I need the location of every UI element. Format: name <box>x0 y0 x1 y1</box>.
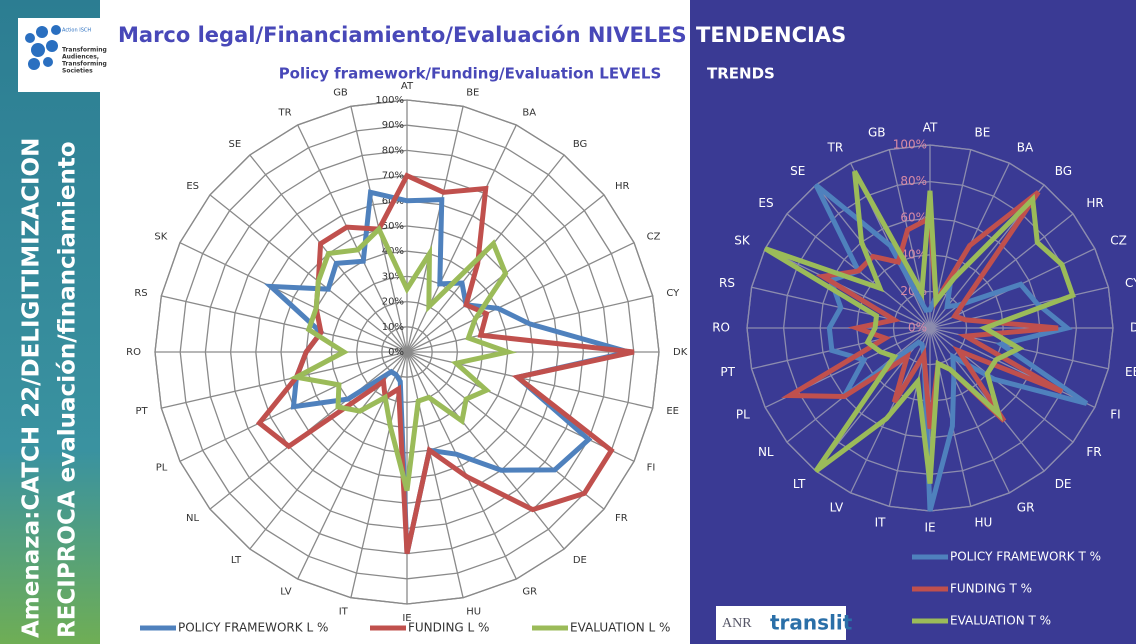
category-label: BE <box>975 126 991 140</box>
category-label: TR <box>278 107 292 118</box>
spoke <box>407 352 653 408</box>
category-label: GR <box>1017 501 1035 515</box>
category-label: CY <box>666 288 680 299</box>
y-tick-label: 80% <box>900 174 927 188</box>
category-label: IT <box>339 606 349 617</box>
category-label: PT <box>720 365 735 379</box>
category-label: NL <box>186 513 199 524</box>
side-text: Amenaza:CATCH 22/DELIGITIMIZACION <box>19 138 45 638</box>
spoke <box>161 352 407 408</box>
chart-title: TENDENCIAS <box>696 23 846 47</box>
category-label: SK <box>154 232 167 243</box>
category-label: CY <box>1125 276 1136 290</box>
category-label: ES <box>186 181 199 192</box>
logo-org: Action ISCH <box>62 28 91 34</box>
category-label: HR <box>1086 196 1103 210</box>
category-label: HU <box>975 515 993 529</box>
category-label: GB <box>868 126 886 140</box>
legend-label: FUNDING L % <box>408 621 489 635</box>
category-label: RO <box>712 321 730 335</box>
legend-label: POLICY FRAMEWORK L % <box>178 621 328 635</box>
category-label: DK <box>1130 321 1136 335</box>
y-tick-label: 10% <box>382 322 404 333</box>
category-label: RO <box>126 347 141 358</box>
category-label: DE <box>573 555 587 566</box>
chart-subtitle: TRENDS <box>707 65 775 83</box>
spoke <box>161 296 407 352</box>
y-tick-label: 100% <box>893 138 927 152</box>
legend-label: EVALUATION T % <box>950 614 1051 628</box>
category-label: SE <box>228 139 241 150</box>
chart-subtitle: Policy framework/Funding/Evaluation LEVE… <box>279 65 662 83</box>
category-label: FI <box>647 462 656 473</box>
category-label: BE <box>466 88 479 99</box>
footer-logo-text: translit <box>770 611 853 635</box>
legend-label: FUNDING T % <box>950 582 1032 596</box>
sidebar <box>0 0 100 644</box>
category-label: PL <box>736 407 750 421</box>
logo-text: Transforming <box>62 47 107 54</box>
category-label: TR <box>827 140 844 154</box>
legend-label: POLICY FRAMEWORK T % <box>950 550 1101 564</box>
category-label: LV <box>830 501 844 515</box>
category-label: SE <box>790 164 805 178</box>
category-label: DK <box>673 347 688 358</box>
logo-text: Transforming <box>62 61 107 68</box>
category-label: CZ <box>1110 234 1127 248</box>
y-tick-label: 100% <box>375 95 404 106</box>
category-label: LT <box>793 477 806 491</box>
category-label: SK <box>734 234 751 248</box>
legend-label: EVALUATION L % <box>570 621 670 635</box>
category-label: AT <box>401 81 414 92</box>
logo-text: Audiences, <box>62 54 99 61</box>
side-text: RECIPROCA evaluación/financiamiento <box>55 141 81 638</box>
category-label: DE <box>1055 477 1072 491</box>
category-label: GB <box>333 88 348 99</box>
y-tick-label: 70% <box>382 171 404 182</box>
category-label: ES <box>758 196 773 210</box>
category-label: LT <box>231 555 242 566</box>
category-label: IE <box>924 521 935 535</box>
category-label: CZ <box>647 232 661 243</box>
category-label: EE <box>666 406 679 417</box>
y-tick-label: 0% <box>388 347 404 358</box>
spoke <box>407 352 463 598</box>
category-label: RS <box>719 276 735 290</box>
footer-logo-text: ANR <box>722 616 752 631</box>
logo-text: Societies <box>62 68 93 75</box>
category-label: PL <box>156 462 168 473</box>
category-label: BG <box>573 139 587 150</box>
y-tick-label: 80% <box>382 145 404 156</box>
category-label: LV <box>280 587 291 598</box>
slide: Action ISCH Transforming Audiences, Tran… <box>0 0 1136 644</box>
y-tick-label: 0% <box>908 321 927 335</box>
category-label: HR <box>615 181 630 192</box>
category-label: AT <box>923 121 938 135</box>
category-label: RS <box>134 288 147 299</box>
category-label: BA <box>522 107 536 118</box>
y-tick-label: 90% <box>382 120 404 131</box>
spoke <box>407 106 463 352</box>
category-label: IT <box>875 515 887 529</box>
category-label: FI <box>1110 407 1120 421</box>
category-label: GR <box>522 587 537 598</box>
category-label: NL <box>758 445 774 459</box>
category-label: BG <box>1055 164 1072 178</box>
category-label: BA <box>1017 140 1034 154</box>
chart-title: Marco legal/Financiamiento/Evaluación NI… <box>118 23 687 47</box>
y-tick-label: 20% <box>382 297 404 308</box>
category-label: PT <box>136 406 149 417</box>
category-label: FR <box>615 513 628 524</box>
category-label: FR <box>1086 445 1101 459</box>
category-label: HU <box>466 606 481 617</box>
category-label: EE <box>1125 365 1136 379</box>
